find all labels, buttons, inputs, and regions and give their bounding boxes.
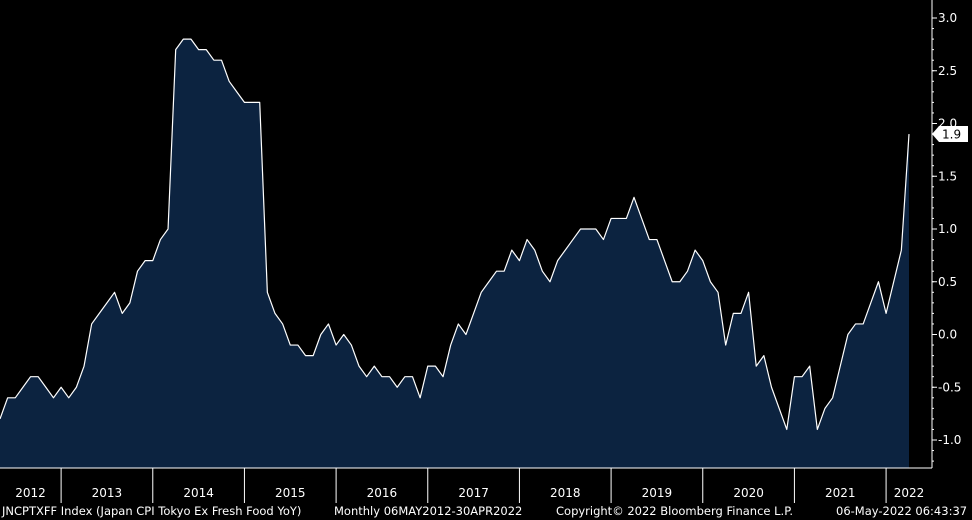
y-tick-label: 0.0 [938,328,957,342]
y-tick-label: -1.0 [938,433,961,447]
series-area-fill [0,39,909,468]
y-tick-label: 2.5 [938,64,957,78]
last-value-badge [932,126,968,143]
x-tick-label: 2020 [733,486,764,500]
y-tick-label: -0.5 [938,380,961,394]
y-tick-label: 1.0 [938,222,957,236]
plot-area [0,38,910,468]
x-tick-label: 2012 [15,486,46,500]
x-tick-label: 2017 [458,486,489,500]
y-tick-label: 0.5 [938,275,957,289]
x-tick-label: 2021 [825,486,856,500]
x-tick-label: 2015 [275,486,306,500]
x-tick-label: 2022 [894,486,925,500]
chart-footer: JNCPTXFF Index (Japan CPI Tokyo Ex Fresh… [0,503,972,520]
x-tick-label: 2014 [183,486,214,500]
security-description: JNCPTXFF Index (Japan CPI Tokyo Ex Fresh… [2,504,302,518]
date-range: Monthly 06MAY2012-30APR2022 [334,504,523,518]
copyright-notice: Copyright© 2022 Bloomberg Finance L.P. [556,504,793,518]
x-tick-label: 2013 [92,486,123,500]
x-tick-label: 2018 [550,486,581,500]
timestamp: 06-May-2022 06:43:37 [836,504,968,518]
x-tick-label: 2016 [367,486,398,500]
y-tick-label: 3.0 [938,11,957,25]
x-tick-label: 2019 [642,486,673,500]
y-tick-label: 1.5 [938,169,957,183]
last-value-label: 1.9 [942,128,961,142]
series-line [0,38,910,431]
